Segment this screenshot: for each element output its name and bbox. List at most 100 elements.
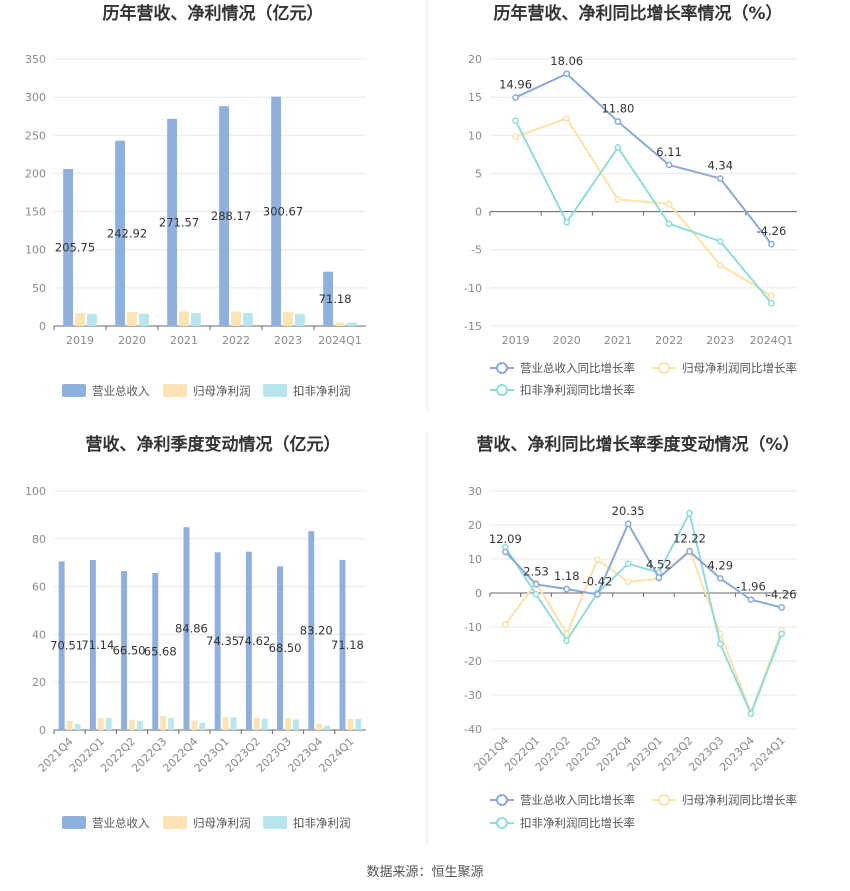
bar-parent-net bbox=[335, 322, 345, 326]
chart-1: 历年营收、净利情况（亿元） 0 50 100 150 200 250 300 350 2019 20… bbox=[25, 3, 366, 398]
series-point-2 bbox=[624, 560, 632, 568]
x-tick-label: 2022 bbox=[222, 334, 250, 347]
series-point-0 bbox=[624, 520, 632, 528]
y-tick-label: 0 bbox=[39, 320, 46, 333]
y-tick-label: 50 bbox=[32, 282, 46, 295]
series-point-0 bbox=[614, 118, 622, 125]
x-tick-label: 2023 bbox=[274, 334, 302, 347]
legend-label: 归母净利润 bbox=[193, 816, 251, 830]
x-tick-label: 2019 bbox=[502, 334, 530, 347]
bar-data-label: 84.86 bbox=[175, 622, 208, 636]
legend-swatch bbox=[62, 384, 86, 397]
series-point-1 bbox=[563, 115, 571, 122]
bar-parent-net bbox=[316, 723, 323, 730]
series-point-2 bbox=[716, 237, 724, 245]
series-point-1 bbox=[768, 292, 775, 299]
legend-marker bbox=[496, 384, 508, 396]
series-point-1 bbox=[502, 621, 509, 628]
bar-deducted-net bbox=[230, 717, 237, 730]
bar-parent-net bbox=[222, 717, 229, 730]
series-point-0 bbox=[594, 591, 601, 598]
series-point-0 bbox=[768, 240, 775, 248]
y-tick-label: 5 bbox=[475, 167, 482, 180]
chart-title: 营收、净利同比增长率季度变动情况（%） bbox=[476, 434, 799, 455]
line-data-label: 4.29 bbox=[707, 558, 733, 572]
x-tick-label: 2024Q1 bbox=[316, 735, 356, 775]
y-tick-label: 10 bbox=[468, 553, 482, 566]
y-tick-label: -30 bbox=[464, 689, 482, 702]
legend-swatch bbox=[163, 384, 187, 397]
series-point-1 bbox=[624, 578, 632, 586]
y-tick-label: -15 bbox=[464, 320, 482, 333]
series-point-0 bbox=[502, 548, 509, 556]
legend-swatch bbox=[263, 816, 287, 829]
legend-marker bbox=[658, 362, 670, 374]
bar-parent-net bbox=[97, 718, 104, 730]
line-data-label: 12.22 bbox=[673, 531, 706, 545]
bar-revenue bbox=[323, 271, 334, 326]
legend-swatch bbox=[263, 384, 287, 397]
y-tick-label: 350 bbox=[25, 53, 46, 66]
bar-data-label: 71.18 bbox=[331, 638, 364, 652]
line-data-label: 2.53 bbox=[523, 564, 549, 578]
series-line-1 bbox=[515, 117, 772, 297]
bar-revenue bbox=[339, 559, 346, 730]
bar-deducted-net bbox=[105, 718, 112, 730]
series-point-2 bbox=[778, 630, 786, 638]
series-point-0 bbox=[686, 548, 693, 555]
x-tick-label: 2021 bbox=[604, 334, 632, 347]
bar-data-label: 71.18 bbox=[319, 292, 352, 306]
legend-label: 扣非净利润 bbox=[293, 816, 351, 830]
footer-source: 数据来源：恒生聚源 bbox=[366, 865, 483, 880]
bar-deducted-net bbox=[199, 722, 206, 730]
bar-parent-net bbox=[253, 718, 260, 730]
bar-deducted-net bbox=[138, 313, 149, 326]
y-tick-label: 10 bbox=[468, 129, 482, 142]
chart-3: 营收、净利季度变动情况（亿元）0204060801002021Q42022Q12… bbox=[25, 434, 366, 830]
line-data-label: -0.42 bbox=[583, 574, 613, 588]
series-point-2 bbox=[563, 637, 571, 644]
y-tick-label: 0 bbox=[39, 724, 46, 737]
y-tick-label: 15 bbox=[468, 91, 482, 104]
line-data-label: 18.06 bbox=[550, 54, 583, 68]
bar-deducted-net bbox=[346, 322, 357, 326]
bar-data-label: 83.20 bbox=[300, 624, 333, 638]
bar-parent-net bbox=[75, 313, 85, 326]
series-point-1 bbox=[563, 630, 571, 638]
bar-deducted-net bbox=[292, 719, 299, 730]
bar-parent-net bbox=[191, 720, 198, 730]
bar-deducted-net bbox=[355, 719, 362, 730]
series-point-1 bbox=[594, 556, 601, 564]
chart-title: 历年营收、净利同比增长率情况（%） bbox=[493, 3, 782, 24]
bar-parent-net bbox=[66, 720, 73, 730]
series-point-0 bbox=[655, 574, 663, 581]
bar-deducted-net bbox=[242, 313, 253, 326]
y-tick-label: 20 bbox=[32, 676, 46, 689]
bar-revenue bbox=[308, 531, 315, 730]
series-line-0 bbox=[515, 72, 773, 245]
series-point-0 bbox=[532, 581, 540, 588]
x-tick-label: 2024Q1 bbox=[318, 334, 362, 347]
x-tick-label: 2024Q1 bbox=[750, 334, 794, 347]
bar-deducted-net bbox=[190, 313, 201, 326]
legend-marker bbox=[496, 362, 508, 374]
bar-parent-net bbox=[160, 716, 167, 730]
legend-swatch bbox=[163, 816, 187, 829]
legend-label: 归母净利润 bbox=[193, 384, 251, 398]
bar-data-label: 288.17 bbox=[211, 209, 251, 223]
legend-marker bbox=[658, 794, 670, 806]
legend-label: 营业总收入同比增长率 bbox=[520, 793, 635, 807]
series-line-2 bbox=[514, 120, 773, 304]
bar-deducted-net bbox=[86, 313, 97, 326]
bar-data-label: 71.14 bbox=[81, 638, 114, 652]
line-data-label: 20.35 bbox=[612, 504, 645, 518]
series-point-1 bbox=[716, 261, 724, 269]
chart-title: 历年营收、净利情况（亿元） bbox=[103, 3, 324, 24]
y-tick-label: 60 bbox=[32, 581, 46, 594]
y-tick-label: 20 bbox=[468, 53, 482, 66]
bar-data-label: 205.75 bbox=[55, 241, 95, 255]
bar-data-label: 242.92 bbox=[107, 226, 147, 240]
chart-title: 营收、净利季度变动情况（亿元） bbox=[86, 434, 341, 455]
bar-data-label: 66.50 bbox=[113, 644, 146, 658]
